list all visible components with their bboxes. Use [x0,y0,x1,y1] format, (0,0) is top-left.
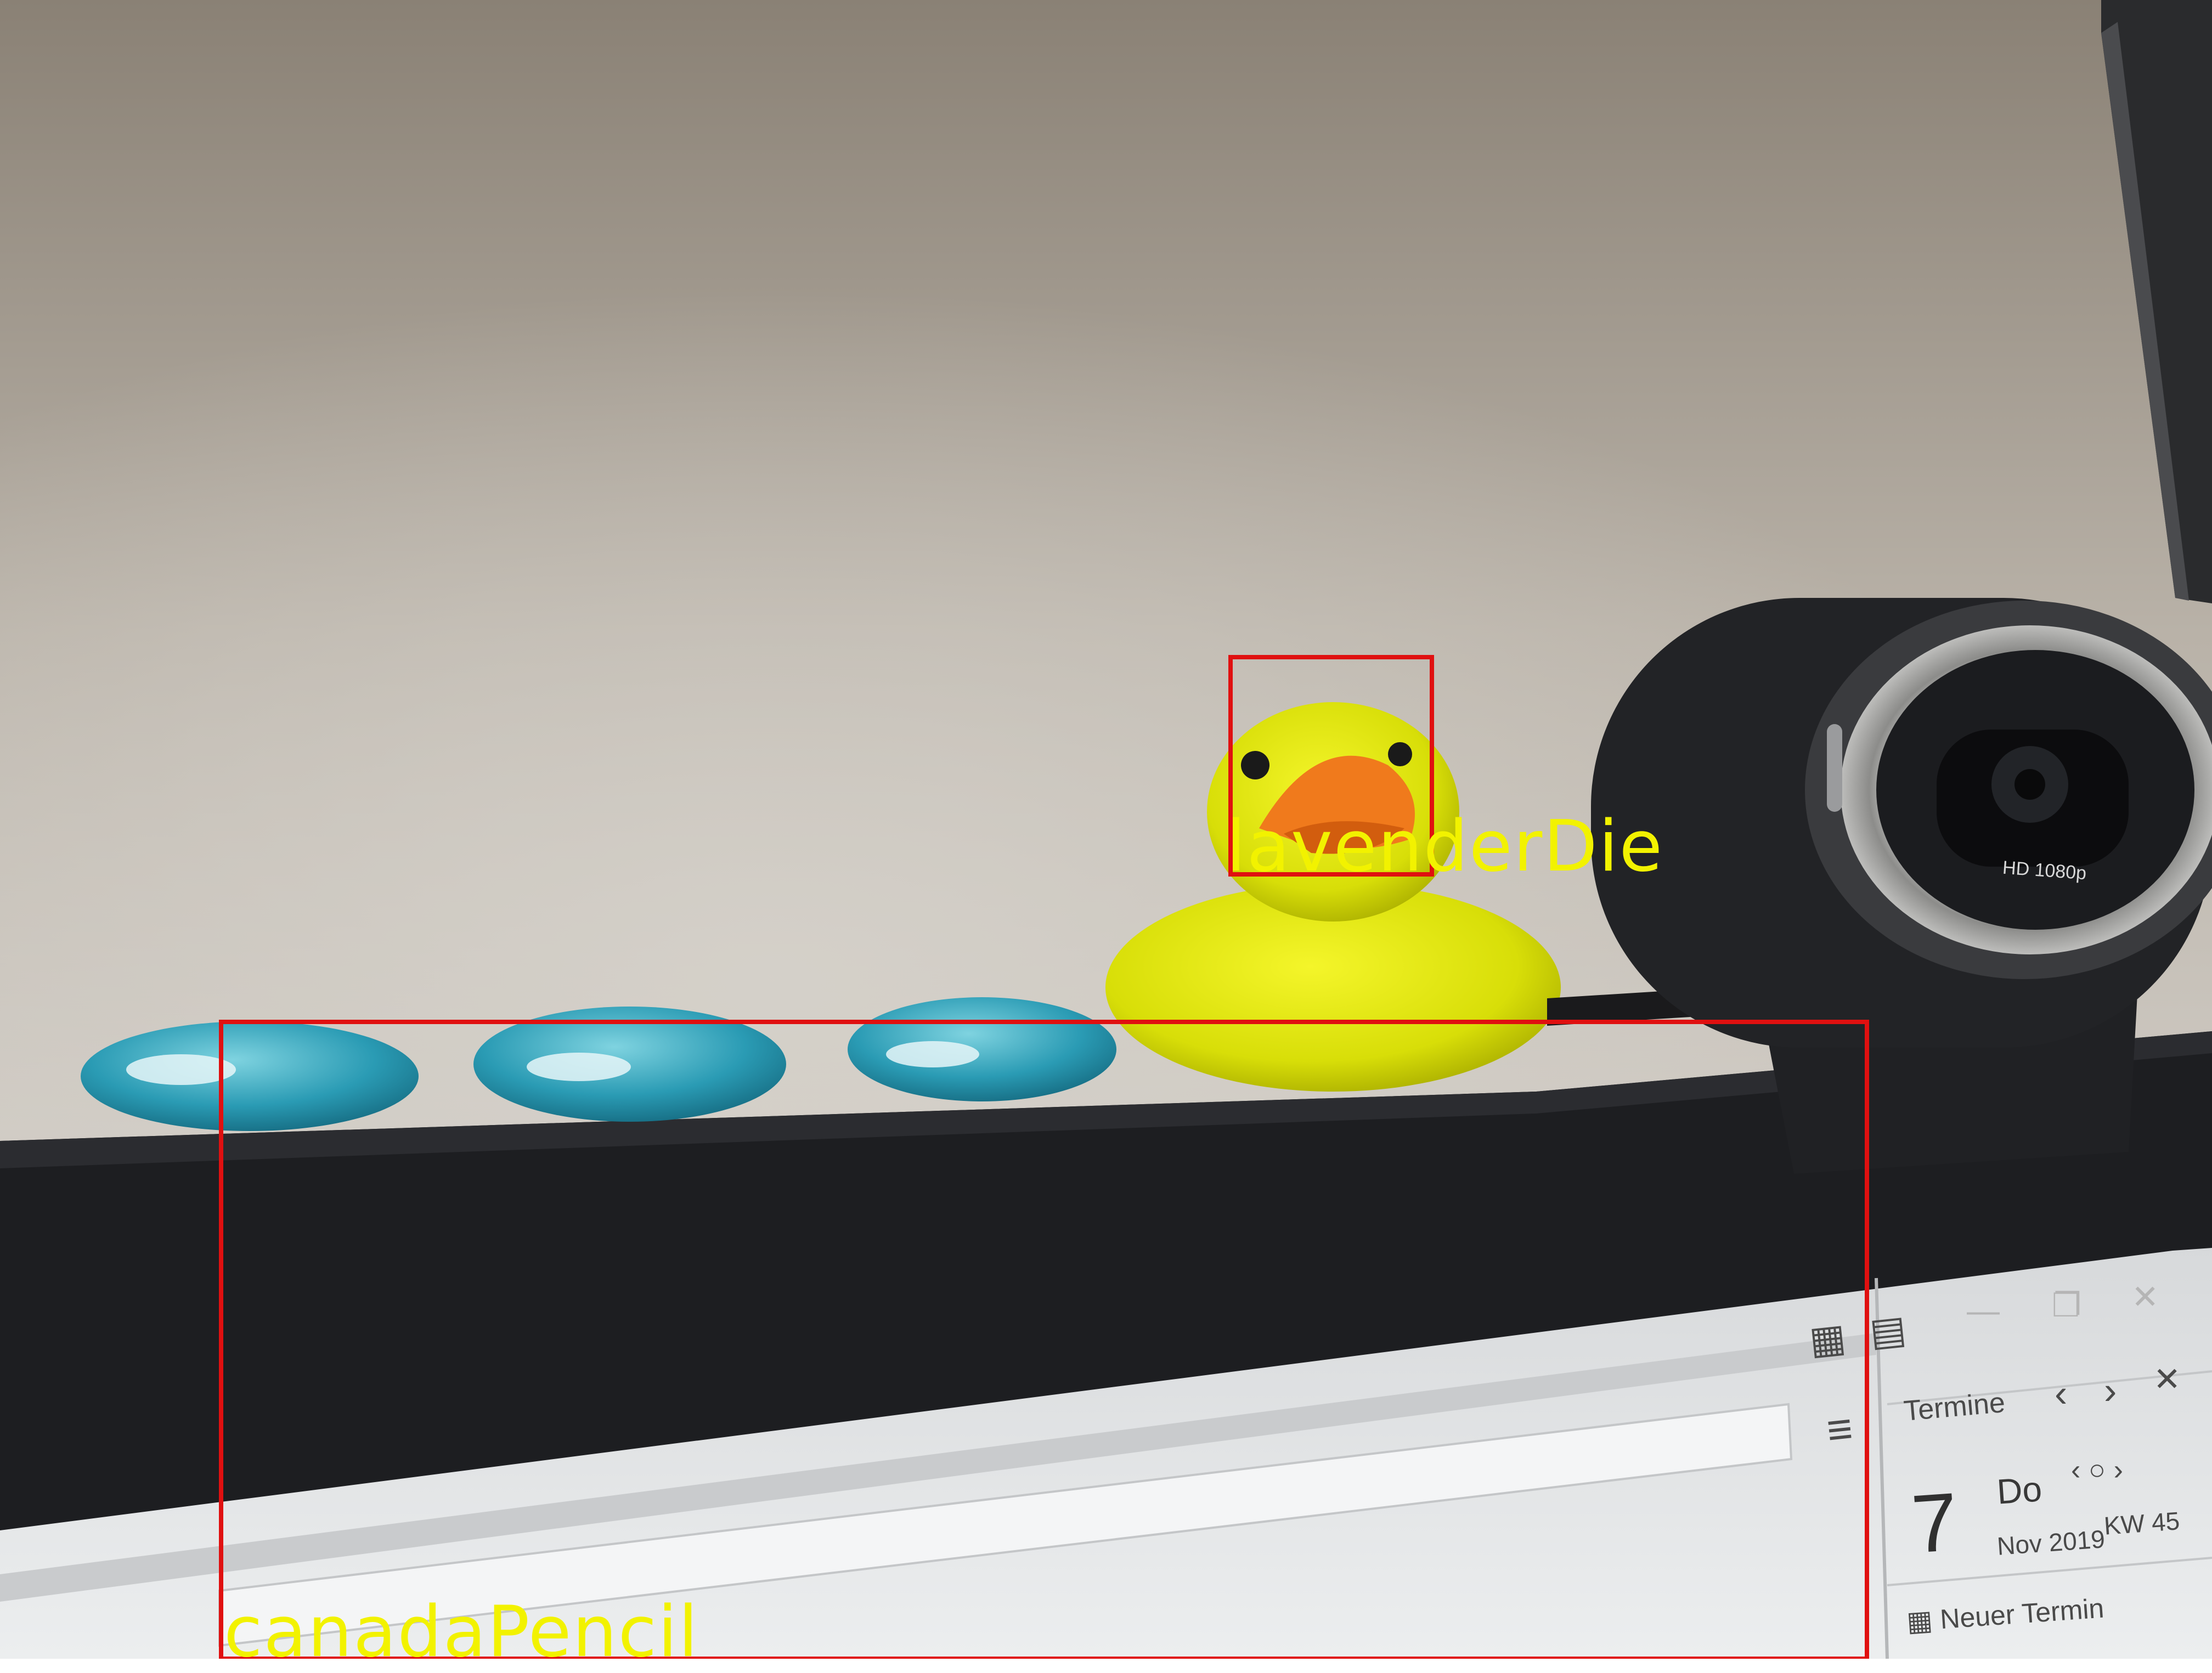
new-appointment-icon: ▦ [1905,1604,1934,1637]
annotation-label-lavenderDie: lavenderDie [1226,806,1664,888]
calendar-nav[interactable]: ‹ ○ › [2071,1454,2123,1486]
calendar-day-number: 7 [1909,1475,1961,1570]
webcam [1547,598,2212,1174]
window-close-icon[interactable]: ✕ [2131,1279,2159,1315]
glass-pebble [473,1007,786,1122]
calendar-weekday: Do [1995,1469,2044,1512]
calendar-icon[interactable]: ▦ [1807,1315,1848,1363]
glass-pebble [848,997,1116,1101]
restore-icon[interactable]: ❐ [2052,1287,2081,1324]
minimize-icon[interactable]: — [1967,1292,2000,1329]
chevron-left-icon[interactable]: ‹ [2055,1372,2068,1415]
close-icon[interactable]: ✕ [2153,1361,2181,1398]
glass-pebble [81,1021,419,1131]
contacts-icon[interactable]: ▤ [1867,1307,1909,1354]
annotation-label-canadaPencil: canadaPencil [224,1591,699,1673]
menu-icon[interactable]: ≡ [1824,1403,1855,1455]
chevron-right-icon[interactable]: › [2104,1369,2117,1412]
rubber-duck [1105,702,1561,1092]
annotation-box-canadaPencil [219,1020,1869,1659]
annotation-box-lavenderDie [1228,655,1434,877]
calendar-week: KW 45 [2103,1506,2181,1540]
monitor-top [0,1031,2212,1536]
